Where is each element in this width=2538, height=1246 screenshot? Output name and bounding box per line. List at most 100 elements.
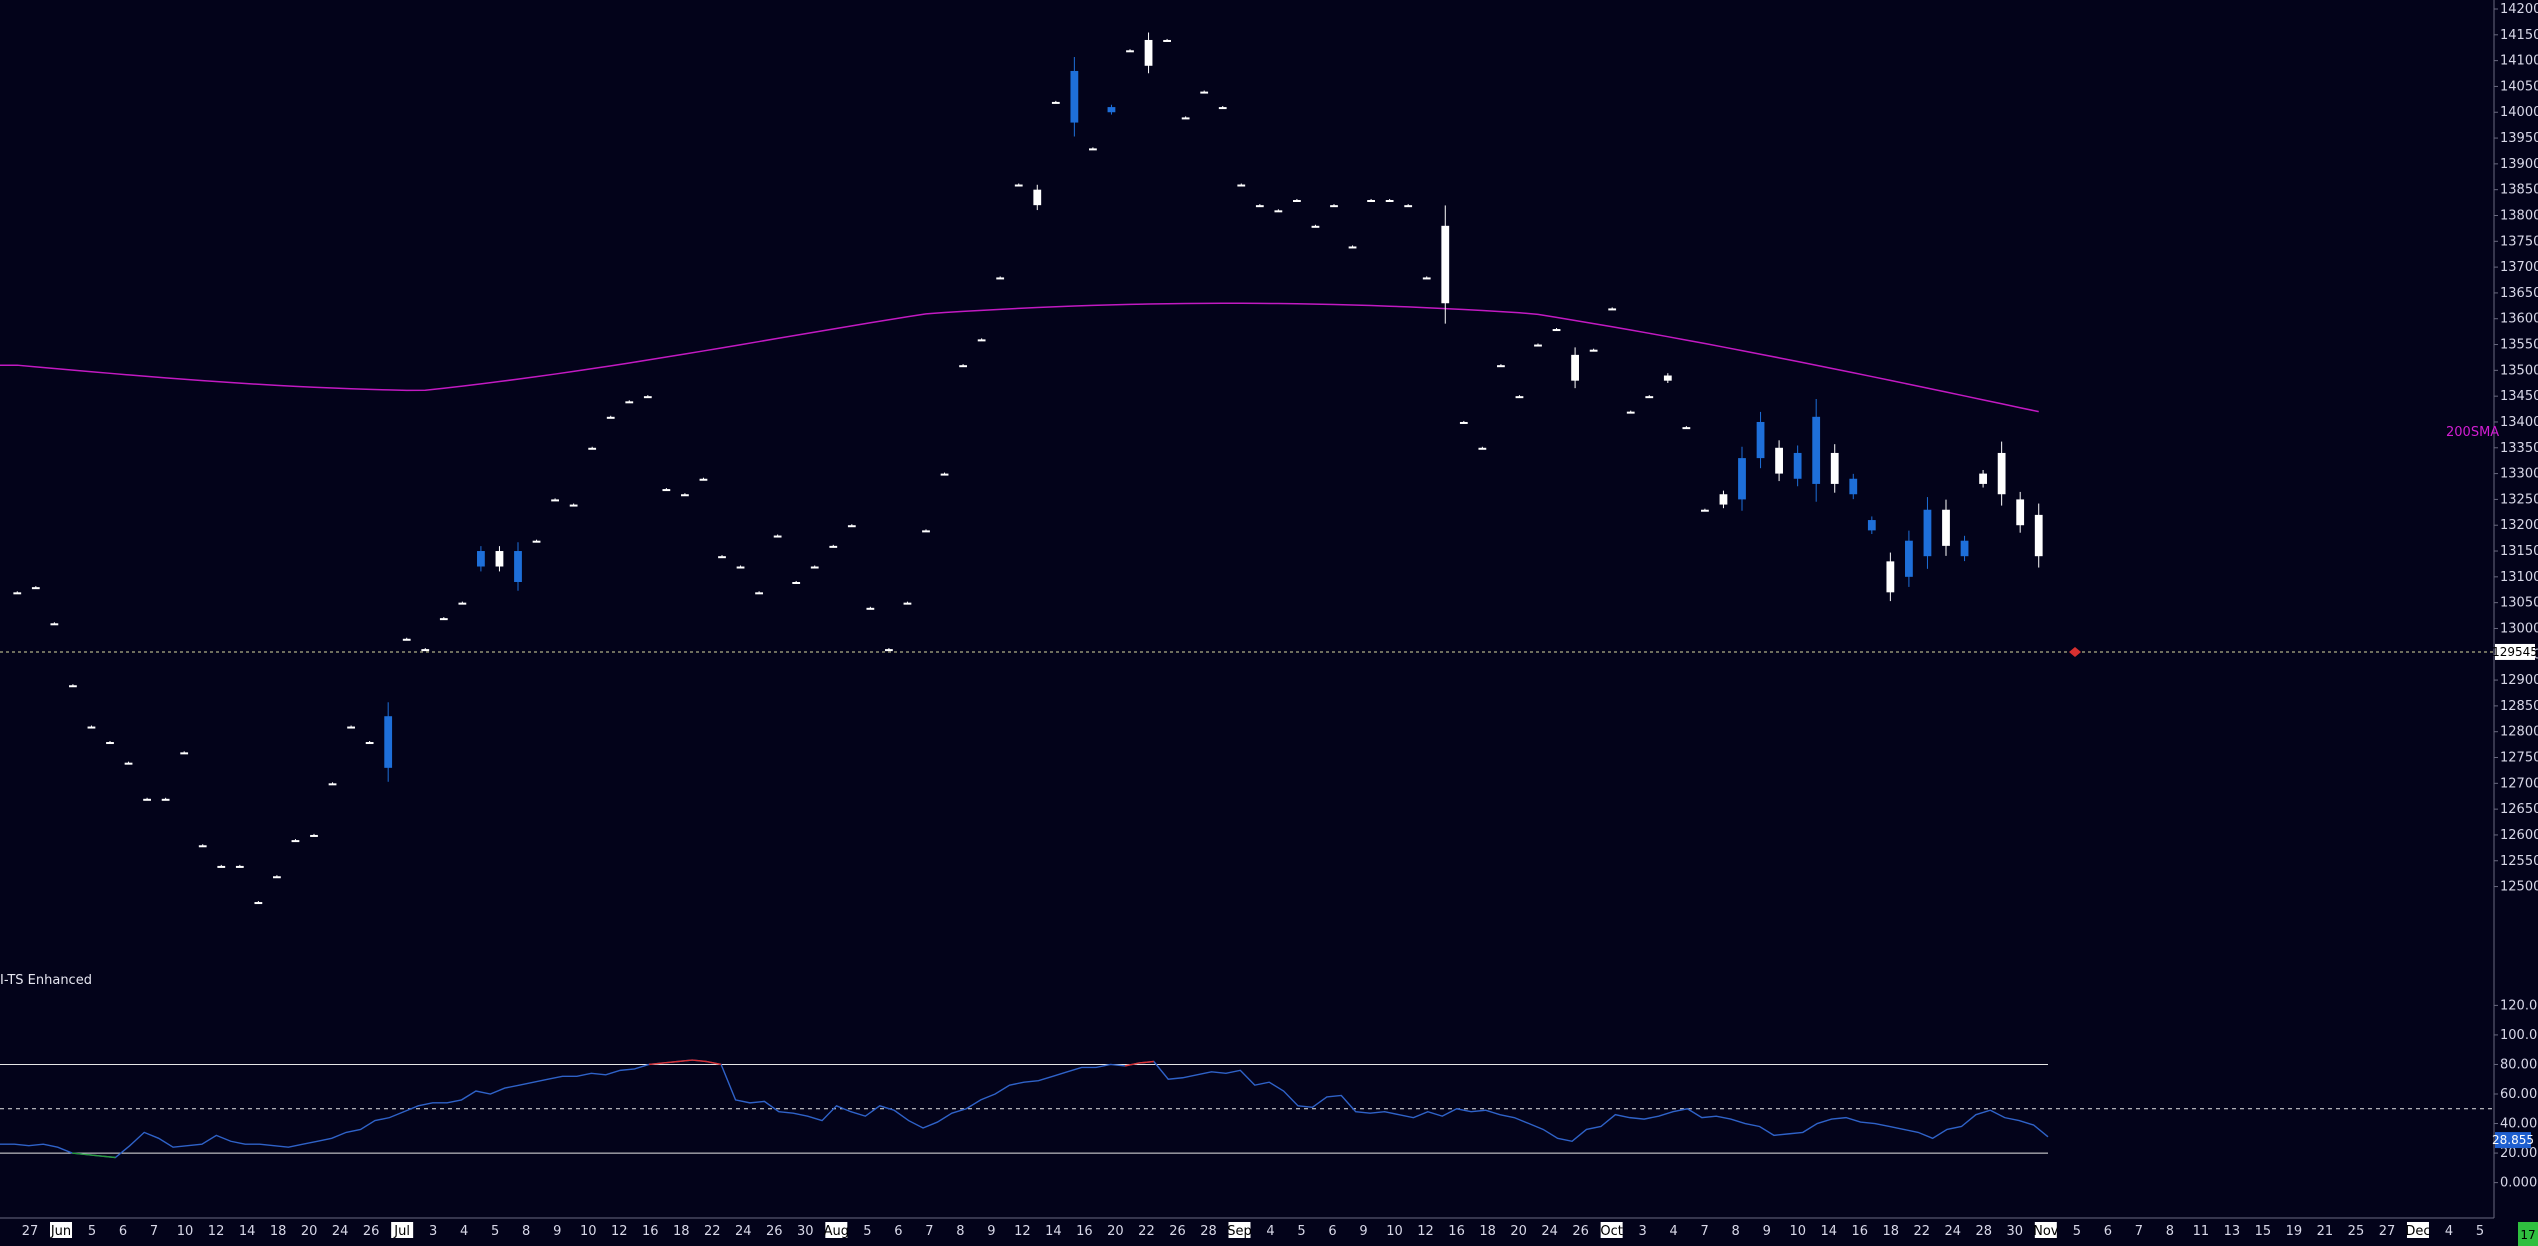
candle-body[interactable] xyxy=(1812,416,1821,484)
candle[interactable] xyxy=(736,565,745,569)
candle-body[interactable] xyxy=(1571,354,1579,381)
candle[interactable] xyxy=(755,591,763,595)
candle[interactable] xyxy=(588,446,597,450)
candle[interactable] xyxy=(773,534,782,538)
candle-body[interactable] xyxy=(1441,225,1450,304)
candle[interactable] xyxy=(106,740,114,745)
candle[interactable] xyxy=(903,601,912,605)
candle[interactable] xyxy=(1274,209,1283,213)
candle[interactable] xyxy=(1719,490,1728,509)
candle[interactable] xyxy=(87,725,96,729)
candle[interactable] xyxy=(1144,32,1153,74)
candle[interactable] xyxy=(1812,399,1821,502)
candle[interactable] xyxy=(1033,184,1042,211)
candle[interactable] xyxy=(1756,411,1765,469)
candle[interactable] xyxy=(2034,503,2043,568)
candle[interactable] xyxy=(1014,183,1023,187)
candlestick-series[interactable] xyxy=(13,32,2043,905)
candle[interactable] xyxy=(235,864,244,868)
candle[interactable] xyxy=(1367,198,1375,202)
candle-body[interactable] xyxy=(1459,421,1468,424)
candle[interactable] xyxy=(1441,205,1450,324)
candle-body[interactable] xyxy=(198,845,207,848)
candle-body[interactable] xyxy=(273,876,281,879)
candle[interactable] xyxy=(1608,307,1617,311)
candle-body[interactable] xyxy=(402,638,411,641)
candle-body[interactable] xyxy=(1274,210,1283,213)
candle-body[interactable] xyxy=(532,540,541,543)
candle-body[interactable] xyxy=(1311,225,1320,228)
candle[interactable] xyxy=(124,761,133,765)
candle-body[interactable] xyxy=(2016,499,2025,526)
candle[interactable] xyxy=(847,524,856,528)
candle[interactable] xyxy=(31,586,40,590)
candle[interactable] xyxy=(347,725,355,729)
candle-body[interactable] xyxy=(736,566,745,569)
candle-body[interactable] xyxy=(1293,200,1301,202)
candle-body[interactable] xyxy=(1051,101,1060,104)
candle[interactable] xyxy=(1422,276,1431,280)
candle-body[interactable] xyxy=(829,545,838,548)
candle[interactable] xyxy=(402,637,411,641)
candle-body[interactable] xyxy=(1701,509,1709,512)
candle[interactable] xyxy=(1997,441,2006,506)
candle[interactable] xyxy=(1960,535,1969,562)
candle-body[interactable] xyxy=(477,551,485,567)
candle[interactable] xyxy=(1793,445,1802,487)
candle-body[interactable] xyxy=(1849,478,1858,495)
candle[interactable] xyxy=(1979,469,1987,488)
candle[interactable] xyxy=(1738,446,1746,511)
candle[interactable] xyxy=(477,546,485,572)
candle-body[interactable] xyxy=(458,602,467,605)
candle[interactable] xyxy=(829,544,838,548)
candle[interactable] xyxy=(1571,347,1579,389)
candle-body[interactable] xyxy=(1218,107,1227,110)
candle[interactable] xyxy=(1348,245,1357,249)
candle-body[interactable] xyxy=(291,840,300,843)
candle-body[interactable] xyxy=(1886,561,1895,593)
candle-body[interactable] xyxy=(1033,189,1042,206)
candle[interactable] xyxy=(458,601,467,605)
candle-body[interactable] xyxy=(180,752,189,755)
candle[interactable] xyxy=(810,565,819,569)
candle[interactable] xyxy=(1515,395,1524,399)
candle[interactable] xyxy=(365,740,374,745)
candle-body[interactable] xyxy=(1367,200,1375,202)
candle-body[interactable] xyxy=(588,447,597,450)
candle-body[interactable] xyxy=(31,587,40,590)
candle[interactable] xyxy=(551,498,559,502)
candle[interactable] xyxy=(1682,426,1691,430)
candle-body[interactable] xyxy=(13,592,22,595)
candle[interactable] xyxy=(1126,49,1134,53)
candle-body[interactable] xyxy=(662,489,671,492)
candle[interactable] xyxy=(1942,499,1950,556)
candle-body[interactable] xyxy=(569,504,578,507)
candle-body[interactable] xyxy=(903,602,912,605)
candle-body[interactable] xyxy=(1942,509,1950,546)
price-axis[interactable]: 125000 125500 126000 126500 127000 127500 1280… xyxy=(2493,0,2538,1218)
candle[interactable] xyxy=(161,797,170,801)
candle[interactable] xyxy=(940,472,949,476)
candle-body[interactable] xyxy=(1645,396,1654,399)
candle[interactable] xyxy=(1923,497,1932,569)
candle-body[interactable] xyxy=(1014,184,1023,187)
candle-body[interactable] xyxy=(1144,39,1153,66)
candle[interactable] xyxy=(1311,224,1320,228)
candle[interactable] xyxy=(13,591,22,595)
candle[interactable] xyxy=(495,546,504,572)
candle-body[interactable] xyxy=(421,649,430,652)
candle-body[interactable] xyxy=(310,834,318,837)
candle-body[interactable] xyxy=(1070,70,1079,123)
candle[interactable] xyxy=(1293,198,1301,202)
candle-body[interactable] xyxy=(69,685,77,688)
candle-body[interactable] xyxy=(1107,107,1116,113)
candle-body[interactable] xyxy=(996,277,1005,280)
candle-body[interactable] xyxy=(1923,509,1932,557)
candle-body[interactable] xyxy=(235,865,244,868)
candle[interactable] xyxy=(625,400,634,404)
candle-body[interactable] xyxy=(1163,39,1171,42)
candle[interactable] xyxy=(514,542,522,591)
candle[interactable] xyxy=(2016,491,2025,533)
candle-body[interactable] xyxy=(2034,514,2043,557)
candle-body[interactable] xyxy=(328,783,337,786)
